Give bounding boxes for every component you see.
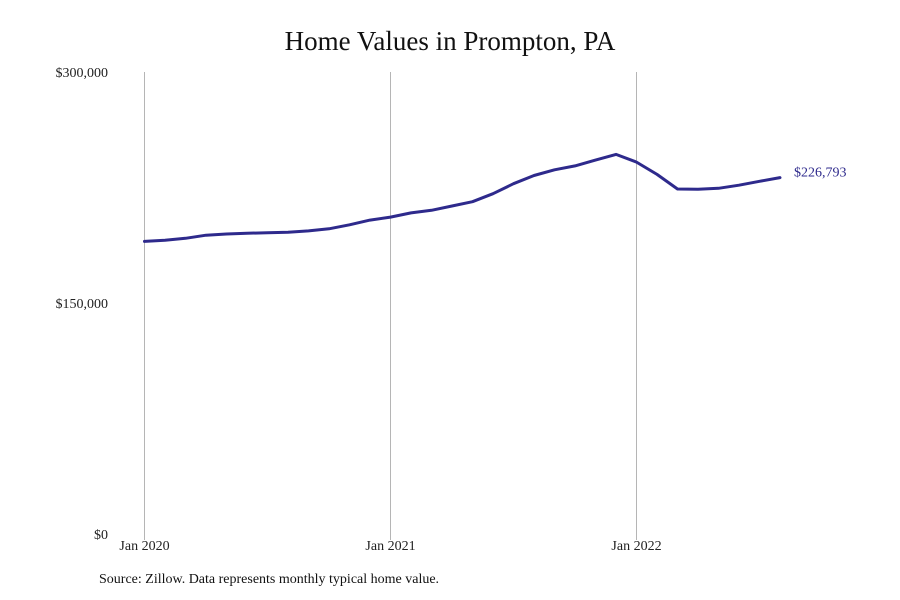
x-tick-label: Jan 2021 [365,539,415,554]
source-note: Source: Zillow. Data represents monthly … [99,572,440,587]
y-tick-label: $300,000 [56,66,109,81]
end-value-label: $226,793 [794,166,847,181]
y-tick-label: $0 [94,528,108,543]
x-tick-label: Jan 2022 [611,539,661,554]
x-tick-label: Jan 2020 [119,539,169,554]
y-tick-label: $150,000 [56,297,109,312]
series-line [143,152,782,243]
chart-title: Home Values in Prompton, PA [284,26,616,56]
